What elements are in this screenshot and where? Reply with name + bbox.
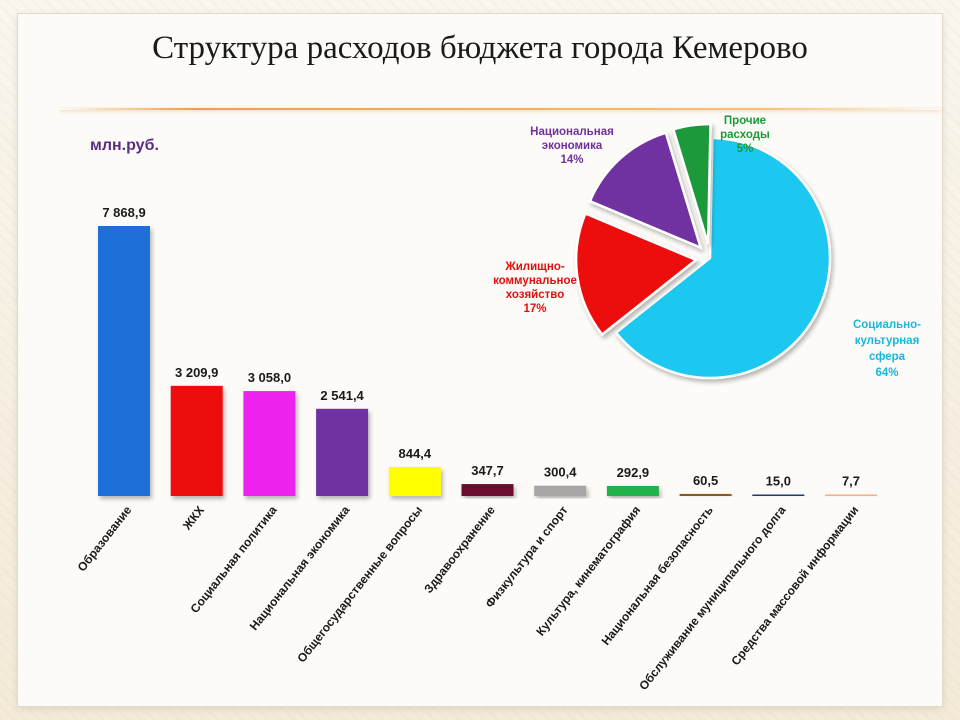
bar-value-label: 2 541,4 (320, 388, 364, 403)
pie-slice-label: культурная (855, 335, 920, 347)
bar-value-label: 3 058,0 (248, 370, 291, 385)
pie-slice (574, 211, 699, 337)
pie-slice-label: расходы (720, 129, 770, 141)
bar (316, 408, 369, 496)
pie-slice (614, 136, 832, 380)
bar (534, 485, 587, 496)
pie-slice-label: сфера (869, 351, 906, 363)
title-divider (60, 108, 940, 110)
bar-value-label: 347,7 (471, 463, 504, 478)
bar-value-label: 292,9 (617, 465, 650, 480)
slide-title: Структура расходов бюджета города Кемеро… (152, 30, 808, 66)
bar (243, 391, 296, 496)
pie-percent-label: 5% (737, 143, 754, 155)
unit-label: млн.руб. (90, 137, 159, 154)
pie-slice-label: хозяйство (506, 289, 564, 301)
bar (170, 385, 223, 496)
bar-value-label: 844,4 (399, 446, 432, 461)
bar (606, 485, 659, 496)
bar-value-label: 60,5 (693, 473, 718, 488)
slide-frame (18, 14, 942, 706)
pie-slice-label: Социально- (853, 319, 921, 331)
pie-slice (588, 131, 703, 250)
pie-percent-label: 14% (560, 154, 583, 166)
pie-slice-label: Национальная (530, 126, 614, 138)
pie-percent-label: 17% (523, 303, 546, 315)
bar-value-label: 7 868,9 (102, 205, 145, 220)
bar-value-label: 3 209,9 (175, 365, 218, 380)
bar (752, 494, 805, 496)
bar-value-label: 7,7 (842, 474, 860, 489)
pie-slice (671, 122, 712, 245)
pie-slice-label: коммунальное (493, 275, 577, 287)
bar-value-label: 300,4 (544, 465, 577, 480)
bar-value-label: 15,0 (766, 474, 791, 489)
bar (388, 467, 441, 496)
bar (461, 484, 514, 496)
bar (679, 493, 732, 496)
bar (98, 226, 150, 496)
bar (825, 494, 877, 496)
pie-slice-label: Прочие (724, 115, 766, 127)
pie-percent-label: 64% (875, 367, 898, 379)
pie-slice-label: экономика (542, 140, 603, 152)
pie-slice-label: Жилищно- (504, 261, 565, 273)
